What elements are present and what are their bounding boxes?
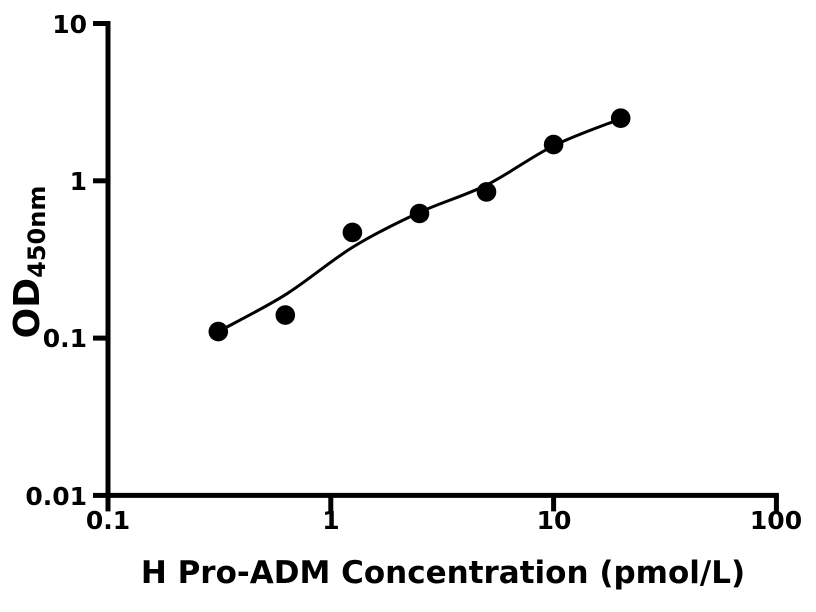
x-tick-label-0-1: 0.1: [85, 506, 131, 535]
y-tick-label-1: 1: [69, 167, 87, 196]
x-axis-title: H Pro-ADM Concentration (pmol/L): [140, 555, 746, 591]
data-point: [610, 108, 631, 128]
y-axis-title: OD450nm: [7, 185, 57, 339]
y-tick-label-0-1: 0.1: [42, 324, 87, 353]
x-tick-label-100: 100: [749, 506, 803, 535]
data-point: [409, 203, 430, 224]
y-axis-title-subscript: 450nm: [23, 185, 51, 278]
x-tick-label-1: 1: [322, 506, 340, 535]
data-point: [476, 182, 497, 202]
data-point: [342, 222, 363, 243]
x-tick-label-10: 10: [536, 506, 572, 535]
data-point: [208, 321, 229, 342]
y-tick-label-10: 10: [52, 10, 87, 39]
data-point: [543, 134, 564, 155]
y-axis-title-main: OD: [7, 277, 48, 339]
data-point: [275, 305, 296, 325]
y-tick-label-0-01: 0.01: [25, 482, 87, 511]
